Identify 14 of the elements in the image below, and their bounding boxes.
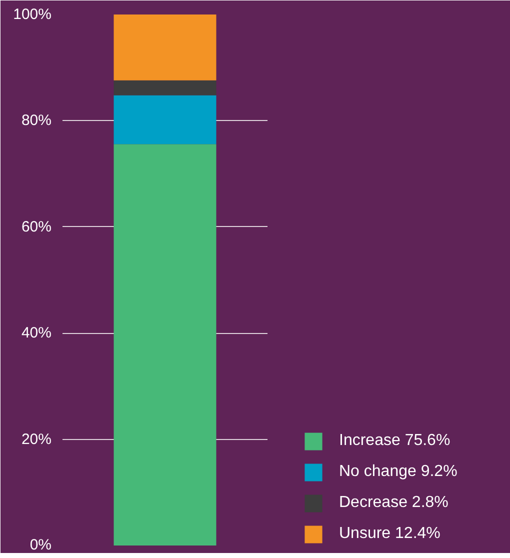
- bar: [114, 95, 216, 144]
- y-tick-label: 80%: [21, 112, 52, 130]
- bar: [114, 14, 216, 80]
- y-tick-label: 0%: [30, 536, 52, 554]
- bar: [114, 80, 216, 96]
- legend-label: No change 9.2%: [339, 463, 458, 481]
- bar: [114, 144, 216, 546]
- y-tick-label: 60%: [21, 218, 52, 236]
- y-tick-label: 20%: [21, 430, 52, 448]
- legend-label: Increase 75.6%: [339, 432, 450, 450]
- y-tick-label: 100%: [13, 6, 52, 23]
- legend-label: Decrease 2.8%: [339, 494, 448, 512]
- y-tick-label: 40%: [21, 324, 52, 342]
- legend-label: Unsure 12.4%: [339, 525, 440, 543]
